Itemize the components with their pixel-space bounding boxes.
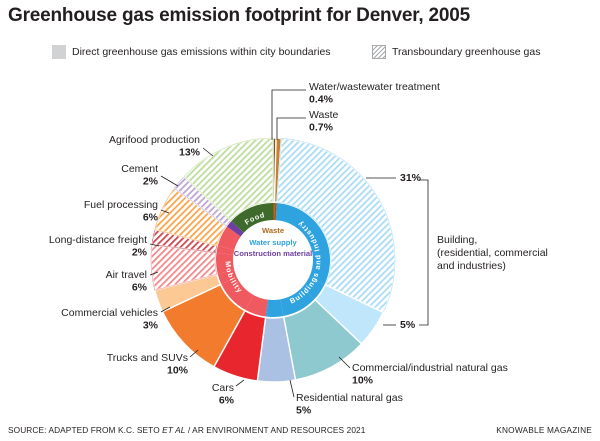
leader-line-0 <box>271 89 306 140</box>
slice-label-cement-12: Cement 2% <box>121 163 158 188</box>
leader-line-13 <box>202 147 214 157</box>
slice-outline-13 <box>183 137 274 221</box>
source-prefix: SOURCE: ADAPTED FROM K.C. SETO <box>8 425 163 435</box>
source-italic: ET AL <box>162 425 186 435</box>
center-label-water-supply: Water supply <box>249 238 297 247</box>
group-ring-9 <box>216 252 235 275</box>
group-ring-3 <box>302 277 325 300</box>
group-ring-8 <box>217 269 237 285</box>
group-ring-4 <box>280 287 315 317</box>
group-ring-1 <box>274 203 277 221</box>
slice-label-electricity-31: 31% <box>400 172 422 184</box>
slice-label-building-electricity-residential-commercial-and-industries-3: 5% <box>400 319 416 331</box>
slice-label-long-distance-freight-10: Long-distance freight 2% <box>49 234 148 259</box>
legend-label-transboundary: Transboundary greenhouse gas <box>392 46 541 58</box>
legend-label-direct: Direct greenhouse gas emissions within c… <box>72 46 331 58</box>
group-ring-6 <box>245 295 268 317</box>
slice-label-air-travel-9: Air travel 6% <box>106 269 148 294</box>
leader-line-7 <box>189 349 199 358</box>
group-ring-10 <box>216 245 235 255</box>
group-ring-11 <box>217 226 241 251</box>
group-ring-5 <box>265 299 284 317</box>
slice-label-agrifood-production-13: Agrifood production 13% <box>109 134 201 159</box>
slice-label-trucks-and-suvs-7: Trucks and SUVs 10% <box>107 352 189 377</box>
center-label-waste: Waste <box>262 226 284 235</box>
slice-label-waste-1: Waste 0.7% <box>309 109 339 134</box>
leader-line-4 <box>338 356 351 369</box>
leader-line-1 <box>276 117 306 140</box>
group-ring-2 <box>275 203 330 285</box>
leader-line-10 <box>149 243 160 247</box>
brand-credit: KNOWABLE MAGAZINE <box>496 425 592 435</box>
chart-title: Greenhouse gas emission footprint for De… <box>8 5 470 26</box>
leader-line-6 <box>235 379 245 387</box>
slice-label-building-electricity: Building, (residential, commercial and ind… <box>437 234 548 272</box>
legend-item-direct: Direct greenhouse gas emissions within c… <box>52 44 331 60</box>
group-ring-0 <box>273 203 275 221</box>
center-label-construction-material: Construction material <box>234 249 312 258</box>
slice-label-commercial-vehicles-8: Commercial vehicles 3% <box>61 307 159 332</box>
slice-label-residential-natural-gas-5: Residential natural gas 5% <box>296 392 403 417</box>
slice-outline-2 <box>276 137 396 313</box>
leader-line-11 <box>160 209 170 214</box>
group-ring-12 <box>226 220 244 237</box>
leader-line-8 <box>160 306 171 313</box>
leader-line-9 <box>149 271 159 276</box>
source-suffix: / AR ENVIRONMENT AND RESOURCES 2021 <box>185 425 366 435</box>
legend-swatch-solid <box>52 45 66 59</box>
slice-label-fuel-processing-11: Fuel processing 6% <box>84 199 159 224</box>
electricity-bracket <box>419 179 429 326</box>
group-ring-7 <box>221 276 254 310</box>
slice-label-cars-6: Cars 6% <box>212 382 235 407</box>
leader-line-12 <box>160 175 179 187</box>
source-credit: SOURCE: ADAPTED FROM K.C. SETO ET AL / A… <box>8 425 365 435</box>
legend-swatch-hatched <box>372 45 386 59</box>
slice-label-commercial-industrial-natural-gas-4: Commercial/industrial natural gas 10% <box>352 362 508 387</box>
group-ring-13 <box>231 203 273 233</box>
leader-line-5 <box>289 379 295 398</box>
slice-label-water-wastewater-treatment-0: Water/wastewater treatment 0.4% <box>309 81 440 106</box>
legend-item-transboundary: Transboundary greenhouse gas <box>372 44 540 60</box>
